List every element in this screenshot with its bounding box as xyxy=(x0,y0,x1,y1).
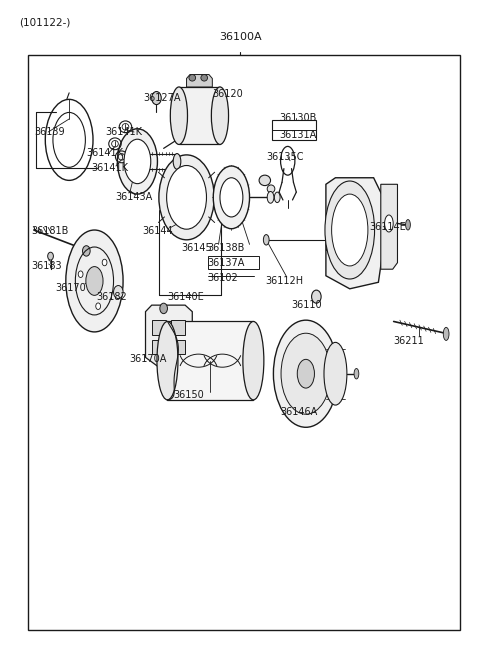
Ellipse shape xyxy=(160,303,168,314)
Ellipse shape xyxy=(297,359,314,388)
Text: 36102: 36102 xyxy=(207,274,238,283)
Text: 36120: 36120 xyxy=(212,89,243,99)
Text: 36131A: 36131A xyxy=(279,130,316,140)
Ellipse shape xyxy=(189,75,196,81)
Text: 36137A: 36137A xyxy=(207,258,245,268)
Bar xyxy=(171,320,185,335)
Text: 36183: 36183 xyxy=(31,261,61,271)
Ellipse shape xyxy=(159,155,214,240)
Polygon shape xyxy=(187,75,212,87)
Text: 36211: 36211 xyxy=(394,336,424,346)
Text: 36114E: 36114E xyxy=(370,222,407,232)
Bar xyxy=(179,87,220,144)
Text: 36170A: 36170A xyxy=(129,354,167,364)
Text: 36181B: 36181B xyxy=(31,226,68,236)
Polygon shape xyxy=(381,184,397,269)
Ellipse shape xyxy=(267,185,275,193)
Ellipse shape xyxy=(312,290,321,303)
Ellipse shape xyxy=(444,327,449,340)
Text: 36145: 36145 xyxy=(182,243,213,253)
Text: 36182: 36182 xyxy=(96,292,127,302)
Text: 36141K: 36141K xyxy=(106,127,143,137)
Ellipse shape xyxy=(384,215,393,232)
Ellipse shape xyxy=(324,342,347,405)
Ellipse shape xyxy=(406,220,410,230)
Text: 36146A: 36146A xyxy=(281,407,318,417)
Text: 36143A: 36143A xyxy=(115,192,152,202)
Bar xyxy=(168,321,253,400)
Bar xyxy=(171,340,185,354)
Text: 36138B: 36138B xyxy=(207,243,245,253)
Ellipse shape xyxy=(170,87,188,144)
Bar xyxy=(207,256,259,269)
Text: 36127A: 36127A xyxy=(144,93,181,103)
Ellipse shape xyxy=(152,92,161,104)
Ellipse shape xyxy=(102,259,107,266)
Ellipse shape xyxy=(66,230,123,332)
Text: 36150: 36150 xyxy=(173,390,204,400)
Ellipse shape xyxy=(275,192,280,203)
Ellipse shape xyxy=(259,175,271,186)
Polygon shape xyxy=(326,178,383,289)
Ellipse shape xyxy=(264,235,269,245)
Ellipse shape xyxy=(124,139,151,184)
Text: 36100A: 36100A xyxy=(219,32,261,43)
Ellipse shape xyxy=(213,166,250,229)
Ellipse shape xyxy=(281,333,331,414)
Text: 36141K: 36141K xyxy=(86,148,123,158)
Text: 36170: 36170 xyxy=(55,283,85,293)
Ellipse shape xyxy=(243,321,264,400)
Ellipse shape xyxy=(96,303,100,310)
Ellipse shape xyxy=(325,181,374,279)
Ellipse shape xyxy=(167,165,206,229)
Text: (101122-): (101122-) xyxy=(20,17,71,28)
Ellipse shape xyxy=(274,320,338,427)
Bar xyxy=(28,55,459,630)
Ellipse shape xyxy=(173,154,181,169)
Ellipse shape xyxy=(48,252,53,260)
Ellipse shape xyxy=(157,321,178,400)
Bar xyxy=(152,340,166,354)
Ellipse shape xyxy=(117,129,157,194)
Text: 36135C: 36135C xyxy=(266,152,304,162)
Text: 36144: 36144 xyxy=(142,226,173,236)
Ellipse shape xyxy=(332,194,368,266)
Polygon shape xyxy=(145,305,192,367)
Text: 36112H: 36112H xyxy=(265,276,303,286)
Ellipse shape xyxy=(83,246,90,256)
Text: 36110: 36110 xyxy=(291,300,322,310)
Ellipse shape xyxy=(78,271,83,277)
Text: 36130B: 36130B xyxy=(279,113,316,123)
Ellipse shape xyxy=(211,87,228,144)
Text: 36141K: 36141K xyxy=(91,163,128,173)
Bar xyxy=(273,120,316,140)
Ellipse shape xyxy=(354,369,359,379)
Bar xyxy=(152,320,166,335)
Ellipse shape xyxy=(220,178,243,217)
Ellipse shape xyxy=(267,192,274,203)
Ellipse shape xyxy=(86,266,103,295)
Ellipse shape xyxy=(201,75,207,81)
Text: 36139: 36139 xyxy=(34,127,64,137)
Ellipse shape xyxy=(114,285,123,298)
Text: 36140E: 36140E xyxy=(168,292,204,302)
